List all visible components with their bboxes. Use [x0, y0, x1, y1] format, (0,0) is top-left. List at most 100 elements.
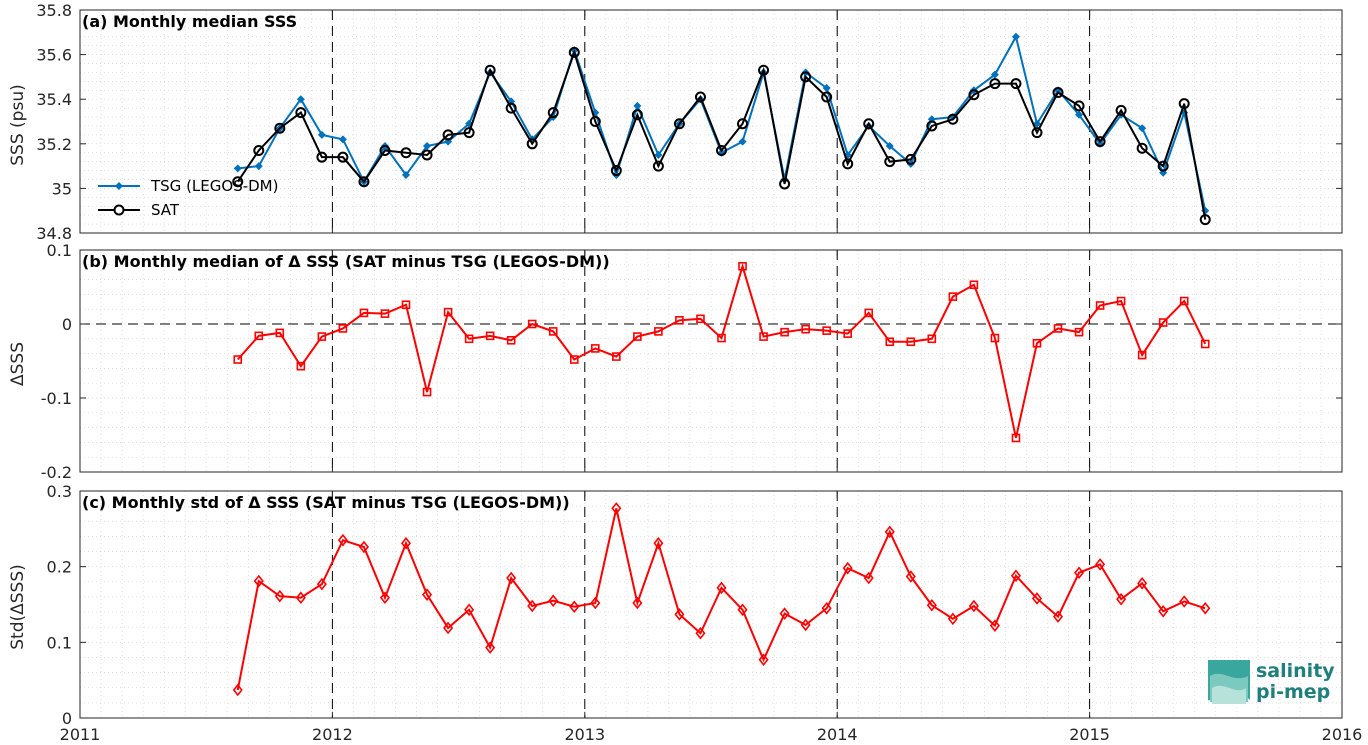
data-point: [737, 603, 748, 617]
data-point: [548, 327, 558, 336]
data-point: [380, 309, 390, 318]
data-point: [548, 594, 559, 607]
data-point: [715, 144, 727, 156]
data-point: [906, 337, 916, 347]
series-line: [237, 262, 1207, 439]
data-point: [317, 130, 326, 139]
data-point: [1138, 124, 1147, 133]
data-point: [254, 331, 264, 341]
x-tick-label: 2011: [60, 725, 101, 744]
data-point: [864, 308, 874, 318]
data-point: [695, 626, 706, 640]
data-point: [610, 165, 622, 177]
data-point: [675, 315, 684, 325]
data-point: [422, 588, 433, 601]
data-point: [338, 324, 348, 333]
y-tick-label: 34.8: [36, 224, 72, 243]
data-point: [1179, 296, 1189, 306]
data-point: [1179, 595, 1190, 608]
data-point: [1200, 602, 1211, 615]
y-tick-label: 35.4: [36, 90, 72, 109]
data-point: [631, 109, 643, 121]
data-point: [821, 602, 832, 615]
data-point: [233, 355, 243, 364]
data-point: [611, 502, 622, 515]
data-point: [296, 361, 306, 371]
data-point: [1052, 87, 1064, 99]
data-point: [842, 158, 854, 170]
data-point: [948, 292, 958, 301]
data-point: [969, 280, 979, 290]
data-point: [254, 162, 263, 171]
y-tick-label: 35.6: [36, 46, 72, 65]
data-point: [463, 127, 475, 139]
data-point: [1031, 127, 1043, 139]
data-point: [1116, 592, 1127, 606]
x-tick-label: 2016: [1322, 725, 1363, 744]
data-point: [1010, 569, 1021, 583]
data-point: [337, 533, 348, 547]
y-tick-label: 35.8: [36, 1, 72, 20]
data-point: [738, 261, 747, 271]
data-point: [822, 84, 831, 93]
data-point: [1095, 301, 1105, 310]
data-point: [905, 153, 917, 165]
salinity-pimep-logo: salinity pi-mep: [1208, 660, 1335, 704]
data-point: [1200, 339, 1210, 349]
panel-b: -0.2 -0.1 0 0.1 ΔSSS (b) Monthly median of Δ …: [8, 241, 1343, 482]
legend-tsg-marker: [115, 182, 123, 190]
data-point: [443, 307, 453, 317]
data-point: [1094, 136, 1106, 148]
data-point: [1032, 338, 1042, 348]
data-point: [422, 387, 432, 397]
data-point: [590, 596, 601, 610]
data-point: [654, 327, 663, 336]
data-point: [527, 319, 537, 329]
data-point: [253, 144, 265, 156]
data-point: [885, 142, 894, 151]
data-point: [654, 150, 663, 159]
data-point: [653, 536, 664, 550]
data-point: [1053, 324, 1063, 333]
data-point: [464, 334, 474, 344]
data-point: [737, 118, 749, 130]
data-point: [569, 600, 580, 614]
data-point: [591, 344, 600, 353]
y-tick-label: 0.1: [47, 633, 72, 652]
data-point: [800, 618, 811, 632]
data-point: [758, 653, 769, 667]
series-line: [236, 49, 1207, 220]
data-point: [568, 46, 580, 58]
data-point: [1157, 160, 1169, 172]
panel-a: 34.8 35 35.2 35.4 35.6 35.8 SSS (psu) (a) Month…: [8, 1, 1343, 243]
data-point: [758, 64, 770, 76]
y-tick-label: -0.1: [41, 389, 72, 408]
y-tick-label: 0.1: [47, 241, 72, 260]
data-point: [821, 91, 833, 103]
y-tick-label: 0: [62, 315, 72, 334]
data-point: [696, 314, 705, 324]
data-point: [316, 577, 327, 591]
data-point: [316, 151, 328, 163]
data-point: [295, 107, 307, 119]
data-point: [295, 591, 306, 604]
data-point: [1075, 110, 1084, 119]
data-point: [402, 171, 411, 180]
data-point: [275, 328, 285, 338]
panel-c: 0 0.1 0.2 0.3 2011 2012 2013 2014 2015 2016 Std(ΔS…: [8, 482, 1362, 744]
data-point: [633, 101, 642, 110]
y-axis-label: SSS (psu): [8, 84, 28, 165]
data-point: [884, 156, 896, 168]
x-tick-label: 2013: [564, 725, 605, 744]
data-point: [589, 116, 601, 127]
panel-title: (a) Monthly median SSS: [82, 12, 297, 31]
data-point: [968, 599, 979, 613]
data-point: [674, 608, 685, 621]
data-point: [633, 332, 642, 341]
data-point: [716, 581, 727, 595]
data-point: [1116, 296, 1126, 306]
data-point: [843, 329, 852, 338]
data-point: [400, 536, 412, 550]
data-point: [379, 591, 391, 604]
data-point: [1011, 32, 1020, 41]
